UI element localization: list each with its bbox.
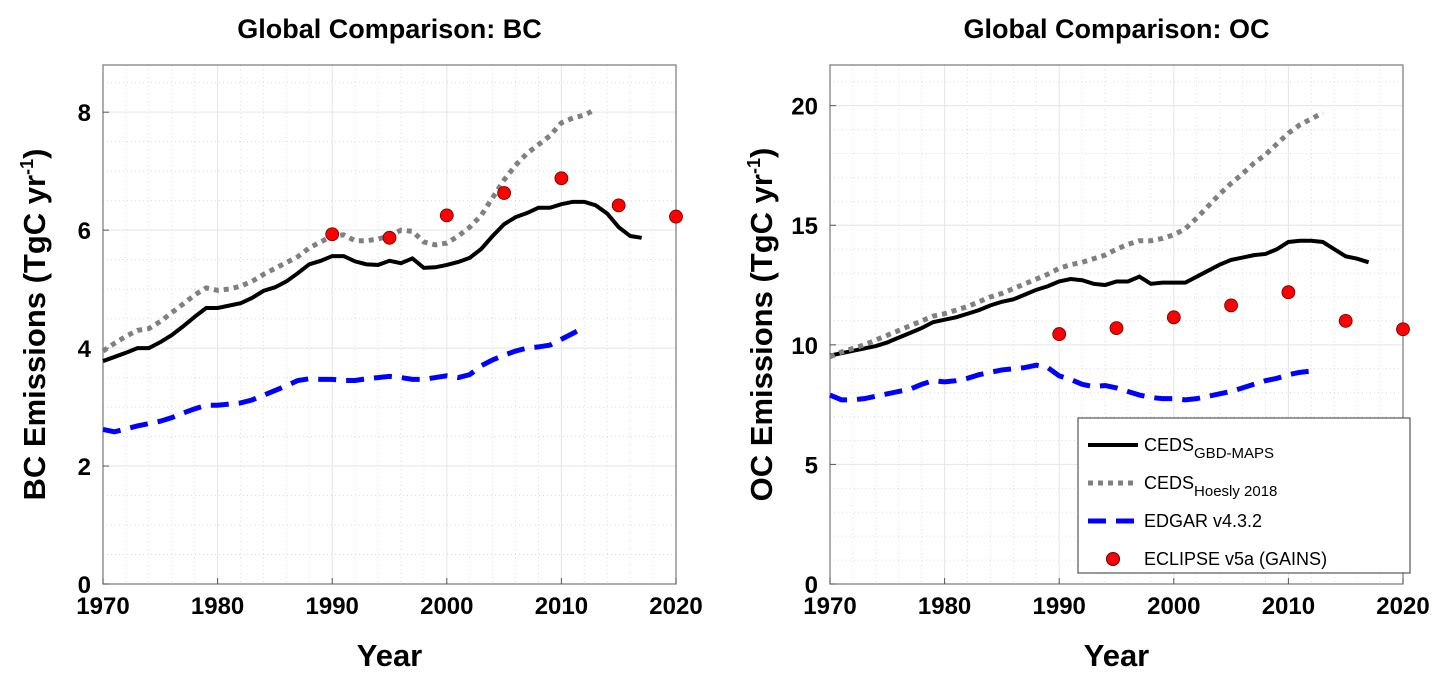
data-point [497,186,512,200]
y-tick-label: 5 [805,452,818,479]
x-tick-label: 1990 [1033,593,1086,620]
y-tick-label: 0 [78,572,91,599]
chart-1: 1970 1980 1990 2000 2010 2020 0 5 10 15 20 Global C… [744,14,1430,673]
y-axis-label-close: ) [744,148,779,158]
data-point [1396,322,1410,337]
y-axis-label-text: BC Emissions (TgC yr [17,175,52,501]
y-axis-label: BC Emissions (TgC yr-1) [17,149,52,501]
series-line-dashed [102,325,586,435]
x-tick-label: 1990 [306,593,359,620]
x-axis-label: Year [357,638,423,673]
y-tick-label: 6 [78,218,91,245]
y-tick-label: 20 [791,94,818,121]
y-tick-label: 8 [78,100,91,127]
data-point [1109,321,1124,335]
y-axis-label: OC Emissions (TgC yr-1) [744,148,779,502]
data-point [1281,285,1296,300]
chart-title: Global Comparison: OC [963,14,1269,44]
legend-label: ECLIPSE v5a (GAINS) [1144,549,1327,569]
x-tick-label: 1980 [191,593,244,620]
x-tick-label: 2020 [649,593,702,620]
legend-label: CEDSGBD-MAPS [1144,435,1274,462]
legend-label: CEDSHoesly 2018 [1144,473,1277,500]
data-point [1166,310,1181,325]
x-tick-label: 2010 [535,593,588,620]
data-point [382,230,397,245]
data-point [669,209,683,224]
x-tick-label: 1980 [918,593,971,620]
series-line-dashed [829,362,1312,403]
x-axis-label: Year [1084,638,1150,673]
x-tick-label: 2010 [1262,593,1315,620]
data-point [439,208,454,223]
x-tick-label: 1970 [803,593,856,620]
y-axis-label-superscript: -1 [17,159,37,175]
legend-label: EDGAR v4.3.2 [1144,511,1262,531]
series-line-solid [829,238,1370,358]
y-axis-label-close: ) [17,149,52,159]
x-tick-label: 2000 [1147,593,1200,620]
axes-box [102,64,677,585]
x-tick-label: 2020 [1376,593,1429,620]
series-line-dotted [829,110,1324,360]
data-point [325,227,340,242]
y-tick-label: 10 [791,333,818,360]
legend-marker [1106,552,1120,566]
x-tick-label: 2000 [420,593,473,620]
legend: CEDSGBD-MAPS CEDSHoesly 2018 EDGAR v4.3.2 E… [1077,417,1411,574]
x-tick-label: 1970 [76,593,129,620]
data-point [1224,298,1238,313]
y-tick-label: 15 [791,213,818,240]
data-point [1052,327,1067,341]
data-point [611,198,626,213]
chart-0: 1970 1980 1990 2000 2010 2020 0 2 4 6 8 Global Comp… [17,14,703,673]
y-tick-label: 2 [78,454,91,481]
y-tick-label: 0 [805,572,818,599]
y-axis-label-superscript: -1 [744,158,764,174]
data-point [1338,314,1353,328]
y-tick-label: 4 [78,336,92,363]
series-line-solid [102,199,642,363]
y-axis-label-text: OC Emissions (TgC yr [744,174,779,501]
data-point [554,171,569,186]
chart-title: Global Comparison: BC [237,14,542,44]
